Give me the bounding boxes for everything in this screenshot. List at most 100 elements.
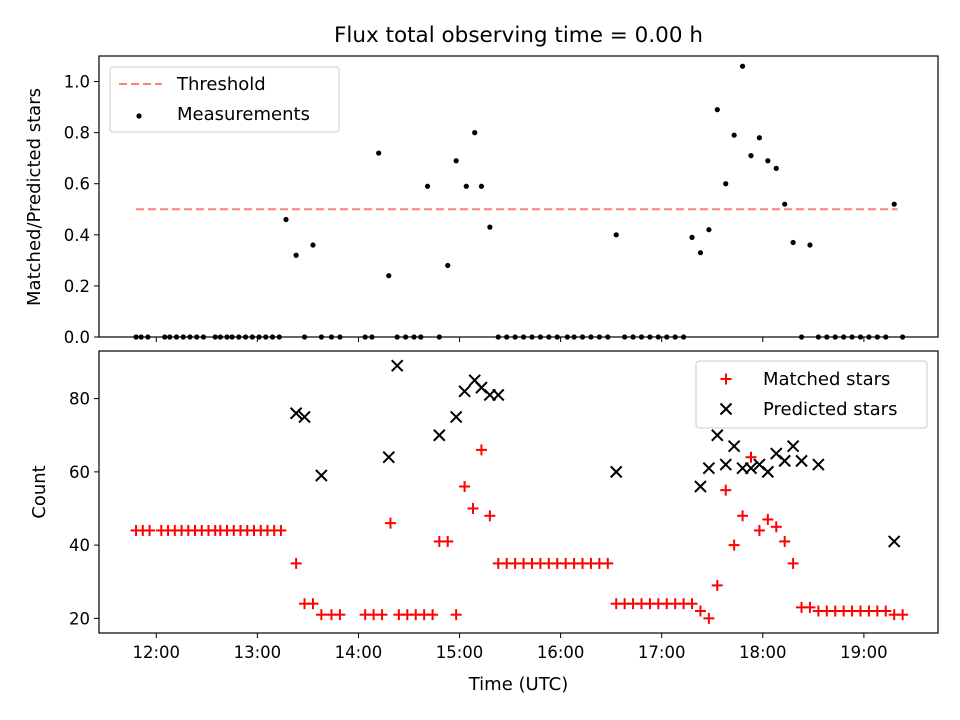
- matched-star-point: [770, 521, 782, 533]
- x-tick-label: 15:00: [436, 643, 484, 662]
- predicted-star-point: [289, 407, 303, 420]
- threshold-legend-label: Threshold: [176, 74, 266, 95]
- x-tick-label: 13:00: [234, 643, 282, 662]
- x-axis-label: Time (UTC): [468, 674, 569, 695]
- measurement-point: [376, 150, 382, 156]
- matched-star-point: [475, 444, 487, 456]
- measurement-point: [731, 132, 737, 138]
- ratio-y-tick-label: 0.4: [64, 226, 90, 245]
- ratio-y-tick-label: 0.0: [64, 328, 90, 347]
- matched-star-point: [686, 598, 698, 610]
- matched-star-point: [384, 517, 396, 529]
- matched-star-point: [745, 451, 757, 463]
- measurement-point: [283, 216, 289, 223]
- predicted-star-point: [887, 535, 901, 548]
- measurements-legend-label: Measurements: [177, 104, 310, 125]
- predicted-legend-marker: [719, 402, 733, 416]
- measurement-point: [613, 232, 619, 238]
- predicted-star-point: [719, 458, 732, 471]
- measurement-point: [748, 153, 754, 159]
- matched-star-point: [880, 605, 892, 617]
- matched-star-point: [450, 609, 462, 621]
- predicted-star-point: [727, 440, 741, 453]
- measurement-point: [790, 239, 796, 246]
- predicted-star-point: [711, 429, 724, 442]
- matched-star-point: [290, 557, 302, 569]
- matched-star-point: [275, 524, 287, 536]
- predicted-star-point: [449, 410, 463, 424]
- chart-title: Flux total observing time = 0.00 h: [334, 23, 703, 48]
- count-y-tick-label: 20: [69, 609, 90, 628]
- x-tick-label: 17:00: [638, 643, 686, 662]
- ratio-y-axis-label: Matched/Predicted stars: [24, 88, 45, 306]
- ratio-legend: Threshold Measurements: [109, 66, 340, 133]
- ratio-y-tick-label: 1.0: [64, 73, 90, 92]
- matched-legend-marker: [720, 373, 732, 385]
- ratio-legend-box: [109, 66, 340, 133]
- count-y-axis-label: Count: [29, 465, 50, 518]
- ratio-y-tick-label: 0.8: [64, 124, 90, 143]
- predicted-star-point: [390, 359, 404, 372]
- predicted-star-point: [433, 429, 446, 442]
- matched-star-point: [762, 513, 774, 525]
- matched-star-point: [711, 579, 723, 591]
- ratio-panel: 0.0 0.2 0.4 0.6 0.8 1.0 Matched/Predicted sta…: [24, 55, 939, 347]
- measurement-point: [478, 183, 485, 189]
- measurement-point: [765, 158, 771, 164]
- measurement-point: [773, 165, 779, 171]
- x-tick-label: 19:00: [840, 643, 888, 662]
- matched-star-point: [720, 484, 732, 496]
- matched-star-point: [144, 524, 156, 536]
- measurement-point: [463, 183, 469, 189]
- matched-star-point: [315, 609, 327, 621]
- measurement-point: [891, 201, 897, 207]
- matched-legend-swatch: [720, 373, 732, 385]
- matched-star-point: [467, 502, 479, 514]
- predicted-star-point: [315, 469, 328, 482]
- predicted-star-point: [458, 385, 471, 398]
- measurement-point: [714, 107, 720, 113]
- matched-legend-label: Matched stars: [763, 369, 890, 390]
- measurement-point: [445, 262, 451, 269]
- matched-star-point: [694, 605, 706, 617]
- matched-star-point: [728, 539, 740, 551]
- x-tick-label: 18:00: [739, 643, 787, 662]
- measurement-point: [472, 130, 478, 136]
- measurement-point: [310, 242, 316, 248]
- x-tick-label: 12:00: [132, 643, 180, 662]
- x-tick-label: 14:00: [335, 643, 383, 662]
- measurement-point: [453, 158, 459, 164]
- matched-star-point: [376, 609, 388, 621]
- matched-star-point: [427, 609, 439, 621]
- ratio-y-tick-label: 0.6: [64, 175, 90, 194]
- ratio-y-tick-label: 0.2: [64, 277, 90, 296]
- measurement-point: [807, 242, 813, 248]
- predicted-star-point: [778, 454, 791, 468]
- predicted-star-point: [761, 465, 775, 479]
- x-tick-label: 16:00: [537, 643, 585, 662]
- measurement-point: [723, 181, 729, 187]
- predicted-star-point: [382, 451, 395, 464]
- matched-star-point: [897, 609, 909, 621]
- measurement-point: [697, 250, 704, 256]
- count-y-tick-label: 40: [69, 536, 90, 555]
- ratio-plot-frame: [98, 55, 939, 338]
- predicted-star-point: [492, 388, 505, 402]
- measurement-point: [782, 201, 788, 207]
- measurement-point: [386, 273, 392, 279]
- count-panel: 12:00 13:00 14:00 15:00 16:00 17:00 18:00 19:00…: [29, 350, 939, 695]
- measurement-point: [293, 252, 299, 258]
- matched-star-point: [334, 609, 346, 621]
- predicted-star-point: [610, 465, 623, 479]
- count-y-tick-label: 60: [69, 463, 90, 482]
- measurements-legend-swatch: [136, 113, 142, 119]
- matched-star-point: [737, 510, 749, 522]
- matched-star-point: [787, 557, 799, 569]
- predicted-star-point: [795, 454, 808, 468]
- count-legend-box: [695, 360, 928, 429]
- measurement-point: [487, 224, 493, 230]
- predicted-legend-swatch: [719, 402, 733, 416]
- measurement-point: [424, 183, 431, 189]
- predicted-legend-label: Predicted stars: [763, 399, 897, 420]
